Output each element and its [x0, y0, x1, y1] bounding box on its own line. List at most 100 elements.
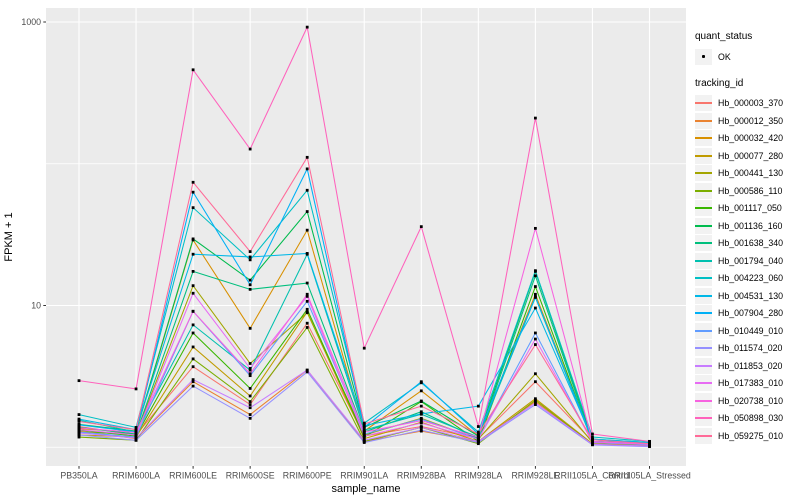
data-point [305, 155, 309, 159]
legend-item-Hb_011853_020[interactable]: Hb_011853_020 [695, 357, 799, 375]
legend-item-Hb_017383_010[interactable]: Hb_017383_010 [695, 375, 799, 393]
data-point [534, 295, 537, 299]
legend-item-Hb_050898_030[interactable]: Hb_050898_030 [695, 410, 799, 428]
legend-item-label: Hb_000032_420 [718, 133, 784, 144]
data-point [362, 424, 366, 428]
legend-item-Hb_011574_020[interactable]: Hb_011574_020 [695, 340, 799, 358]
legend-item-Hb_001117_050[interactable]: Hb_001117_050 [695, 200, 799, 218]
legend: quant_status OK tracking_id Hb_000003_37… [695, 31, 799, 457]
legend-item-Hb_007904_280[interactable]: Hb_007904_280 [695, 305, 799, 323]
data-point [534, 343, 537, 346]
data-point [191, 309, 195, 313]
data-point [77, 426, 81, 430]
legend-item-Hb_000032_420[interactable]: Hb_000032_420 [695, 130, 799, 148]
legend-key-box [695, 130, 712, 147]
data-point [534, 372, 537, 376]
x-tick-label: PB350LA [60, 471, 97, 481]
legend-item-Hb_001136_160[interactable]: Hb_001136_160 [695, 217, 799, 235]
legend-item-label: Hb_001117_050 [718, 203, 782, 214]
data-point [248, 366, 252, 370]
series-color-line-icon [695, 364, 712, 367]
data-point [134, 387, 138, 391]
data-point [77, 431, 81, 435]
legend-title-quant-status: quant_status [695, 31, 753, 42]
data-point [191, 190, 195, 194]
legend-item-Hb_004531_130[interactable]: Hb_004531_130 [695, 287, 799, 305]
x-tick-label: RRIM600LA [112, 471, 160, 481]
data-point [248, 283, 252, 287]
legend-key-box [695, 305, 712, 322]
data-point [191, 68, 195, 72]
x-tick-label: RRIM928LA [454, 471, 502, 481]
data-point [534, 226, 537, 230]
legend-item-label: Hb_050898_030 [718, 413, 784, 424]
x-tick-label: RRIM901LA [340, 471, 388, 481]
series-color-line-icon [695, 119, 712, 122]
data-point [362, 430, 366, 434]
data-point [534, 292, 537, 296]
legend-item-Hb_001794_040[interactable]: Hb_001794_040 [695, 252, 799, 270]
data-point [534, 331, 537, 335]
data-point [534, 401, 537, 405]
legend-item-Hb_004223_060[interactable]: Hb_004223_060 [695, 270, 799, 288]
x-tick-label: RRIM600SE [226, 471, 275, 481]
data-point [77, 433, 81, 437]
data-point [534, 397, 537, 401]
y-tick-label: 1000 [21, 17, 41, 27]
legend-item-Hb_001638_340[interactable]: Hb_001638_340 [695, 235, 799, 253]
data-point [362, 426, 366, 429]
data-point [419, 419, 423, 423]
x-tick-label: RRIM600LE [169, 471, 217, 481]
data-point [191, 252, 195, 256]
data-point [476, 430, 480, 434]
data-point [305, 311, 309, 315]
data-point [77, 417, 81, 421]
data-point [476, 432, 480, 436]
legend-item-label: Hb_059275_010 [718, 430, 784, 441]
legend-key-box [695, 427, 712, 444]
legend-section-tracking-id: tracking_id Hb_000003_370 Hb_000012_350 Hb… [695, 78, 799, 445]
series-color-line-icon [695, 172, 712, 175]
legend-item-Hb_000003_370[interactable]: Hb_000003_370 [695, 95, 799, 113]
legend-item-Hb_000077_280[interactable]: Hb_000077_280 [695, 147, 799, 165]
data-point [305, 294, 309, 298]
data-point [134, 426, 138, 429]
legend-item-Hb_000441_130[interactable]: Hb_000441_130 [695, 165, 799, 183]
data-point [648, 439, 651, 443]
legend-item-label: Hb_000441_130 [718, 168, 784, 179]
legend-item-Hb_059275_010[interactable]: Hb_059275_010 [695, 427, 799, 445]
legend-item-Hb_000012_350[interactable]: Hb_000012_350 [695, 112, 799, 130]
data-point [476, 425, 480, 428]
data-point [191, 357, 195, 361]
x-tick-label: RRIM928BA [397, 471, 446, 481]
series-color-line-icon [695, 399, 712, 402]
legend-item-label: Hb_017383_010 [718, 378, 784, 389]
legend-key-box [695, 392, 712, 409]
legend-item-label: Hb_001638_340 [718, 238, 784, 249]
legend-key-box [695, 147, 712, 164]
data-point [248, 374, 252, 378]
data-point [77, 435, 81, 439]
series-color-line-icon [695, 242, 712, 245]
data-point [305, 307, 309, 311]
legend-key-box [695, 252, 712, 269]
data-point [591, 439, 594, 443]
legend-key-box [695, 165, 712, 182]
x-tick-label: RRIM928LE [511, 471, 559, 481]
series-color-line-icon [695, 294, 712, 297]
legend-item-Hb_010449_010[interactable]: Hb_010449_010 [695, 322, 799, 340]
legend-tracking-items: Hb_000003_370 Hb_000012_350 Hb_000032_420 H… [695, 95, 799, 445]
legend-item-label: Hb_004531_130 [718, 290, 784, 301]
series-color-line-icon [695, 329, 712, 332]
legend-item-Hb_020738_010[interactable]: Hb_020738_010 [695, 392, 799, 410]
legend-item-label: Hb_004223_060 [718, 273, 784, 284]
data-point [77, 428, 81, 432]
data-point [534, 403, 537, 406]
data-point [419, 428, 423, 432]
legend-key-box [695, 410, 712, 427]
legend-item-label: Hb_011853_020 [718, 360, 783, 371]
data-point [419, 225, 423, 229]
legend-item-Hb_000586_110[interactable]: Hb_000586_110 [695, 182, 799, 200]
legend-item-ok[interactable]: OK [695, 48, 799, 66]
